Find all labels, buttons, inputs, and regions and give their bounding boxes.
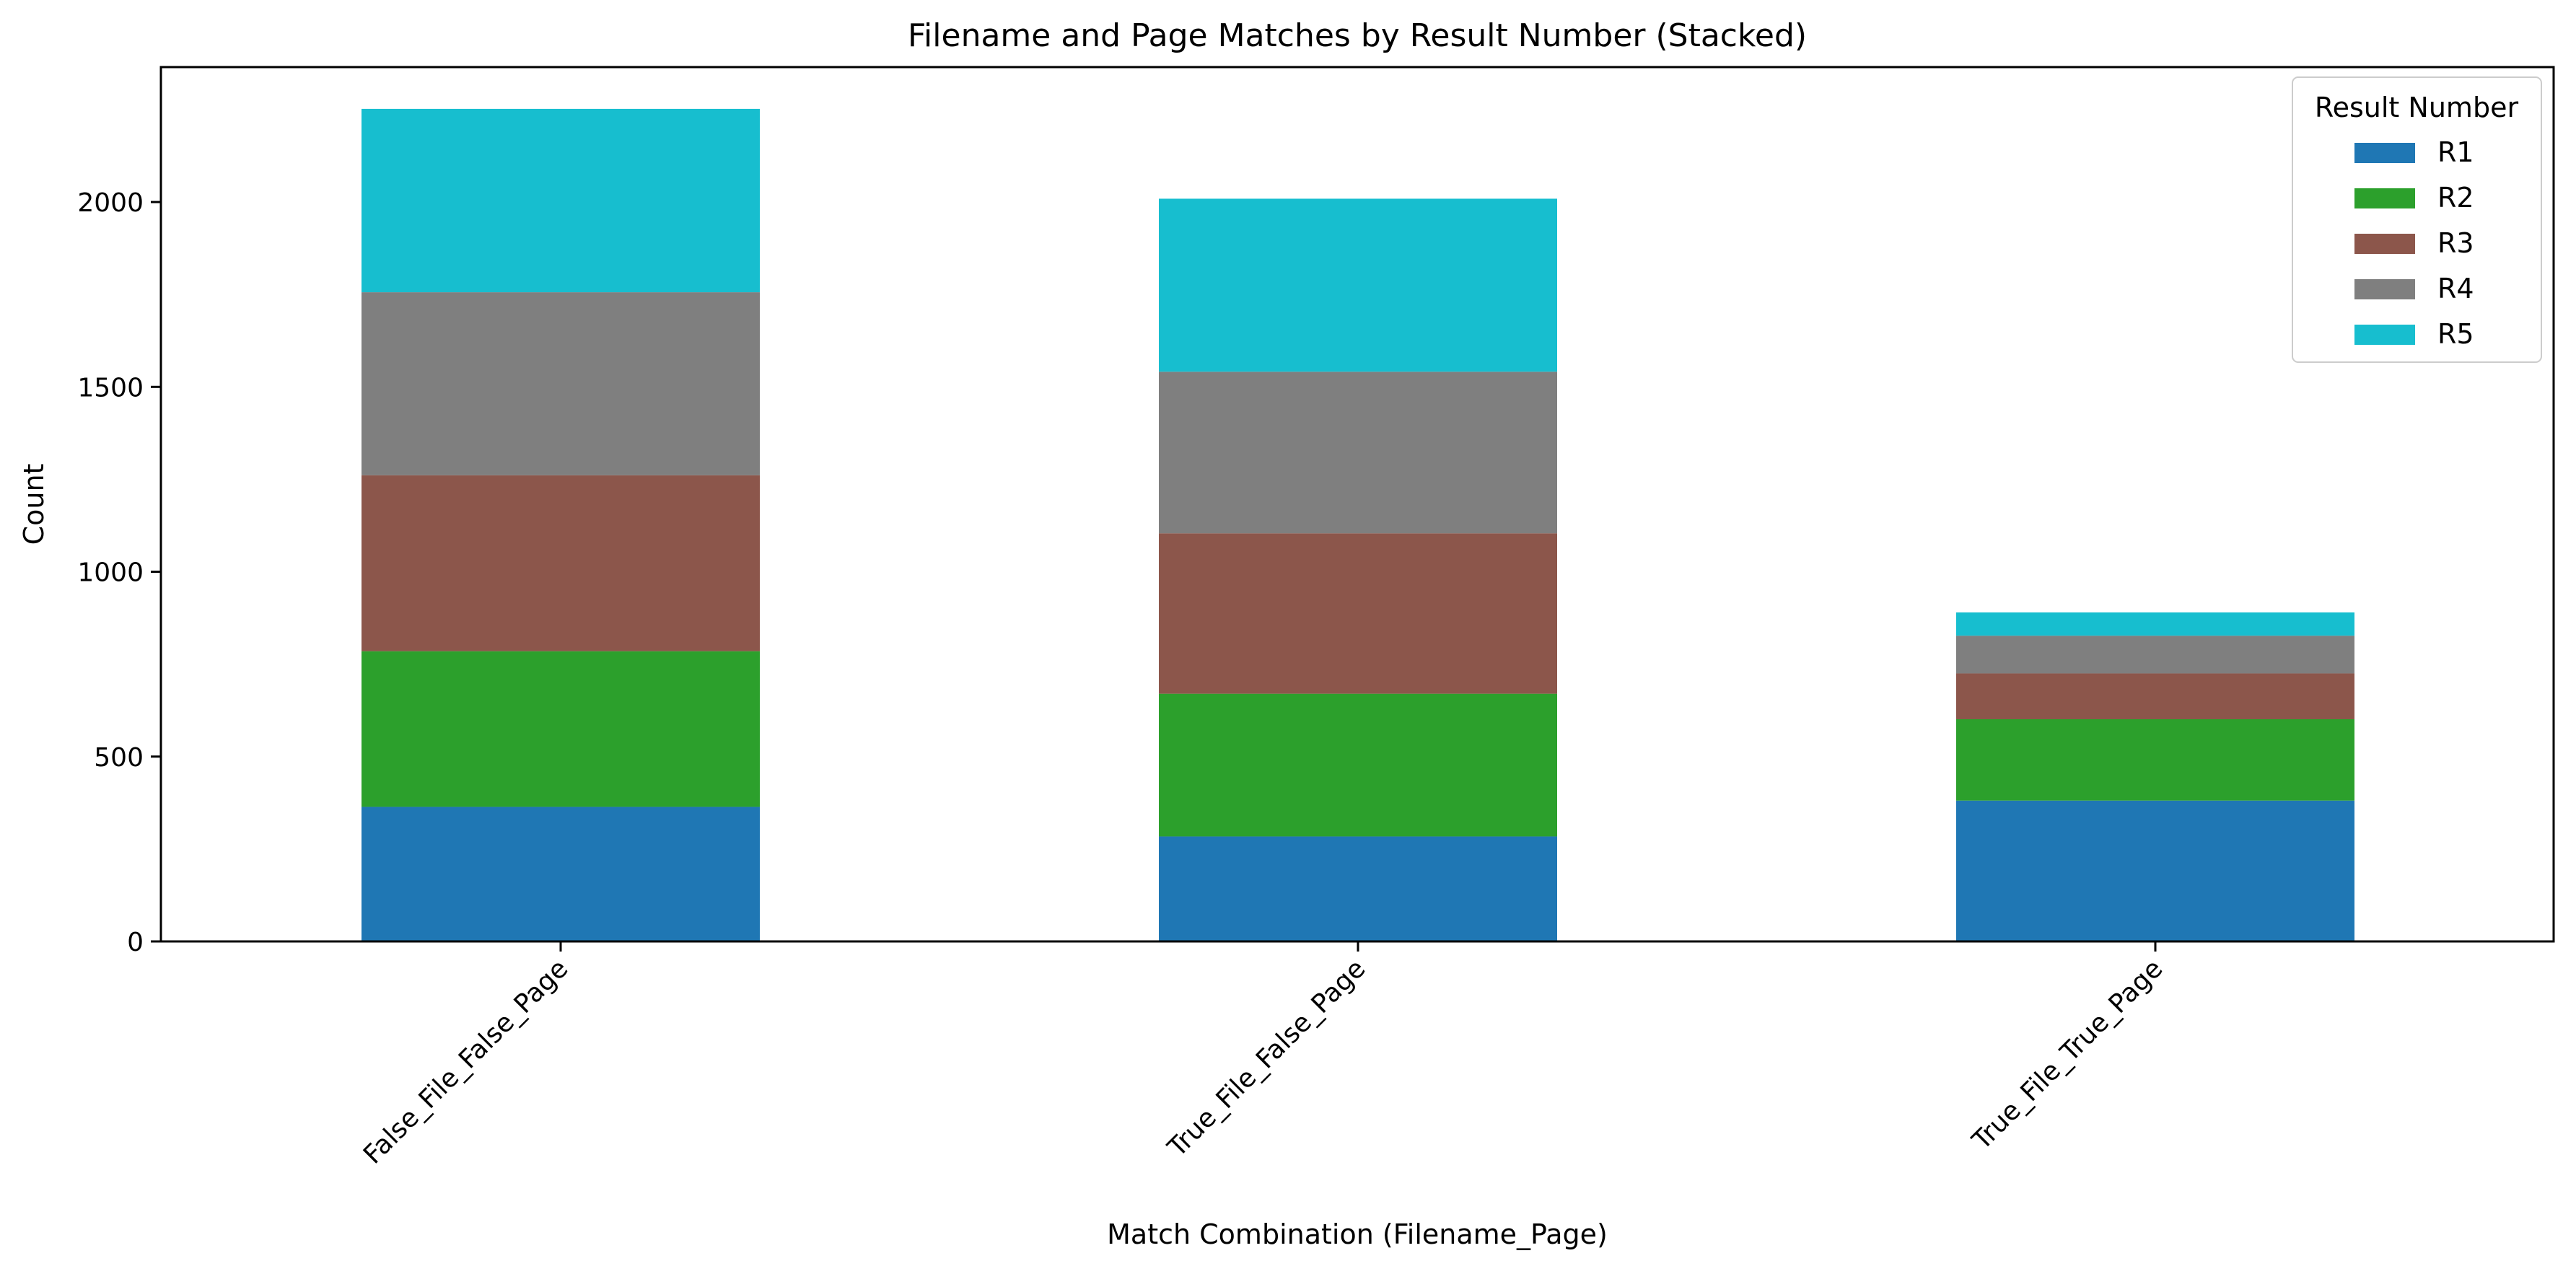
bar-r3-0: [362, 475, 760, 651]
bar-r2-2: [1956, 719, 2354, 801]
legend: Result Number R1 R2 R3 R4 R5: [2292, 76, 2542, 363]
y-tick-label: 1500: [77, 373, 144, 403]
bar-r5-1: [1159, 198, 1557, 372]
bar-r4-1: [1159, 372, 1557, 534]
bar-r2-1: [1159, 693, 1557, 837]
x-axis: False_File_False_Page True_File_False_Pag…: [358, 941, 2168, 1170]
y-tick-label: 2000: [77, 188, 144, 218]
bar-r4-2: [1956, 636, 2354, 674]
legend-label-r4: R4: [2437, 273, 2474, 304]
legend-swatch-r3: [2354, 234, 2415, 254]
bar-r1-0: [362, 807, 760, 941]
bar-r1-2: [1956, 800, 2354, 941]
bar-r5-2: [1956, 612, 2354, 636]
legend-label-r3: R3: [2437, 227, 2474, 259]
y-tick-label: 1000: [77, 558, 144, 588]
y-tick-label: 0: [127, 928, 144, 957]
bar-r3-1: [1159, 533, 1557, 694]
x-axis-label: Match Combination (Filename_Page): [1107, 1218, 1608, 1250]
y-tick-label: 500: [94, 743, 144, 773]
bar-r2-0: [362, 651, 760, 807]
y-axis-label: Count: [18, 464, 50, 545]
bar-r4-0: [362, 292, 760, 475]
legend-swatch-r2: [2354, 188, 2415, 208]
legend-swatch-r4: [2354, 279, 2415, 299]
legend-label-r5: R5: [2437, 318, 2474, 350]
bars-group: [362, 108, 2354, 941]
chart-title: Filename and Page Matches by Result Numb…: [908, 17, 1807, 54]
legend-title: Result Number: [2315, 92, 2519, 123]
x-tick-label: True_File_True_Page: [1966, 954, 2168, 1156]
legend-swatch-r1: [2354, 143, 2415, 163]
legend-swatch-r5: [2354, 325, 2415, 345]
bar-r3-2: [1956, 673, 2354, 720]
y-axis: 0 500 1000 1500 2000: [77, 188, 161, 957]
legend-items: R1 R2 R3 R4 R5: [2354, 136, 2474, 350]
x-tick-label: False_File_False_Page: [358, 954, 574, 1169]
bar-r5-0: [362, 108, 760, 293]
x-tick-label: True_File_False_Page: [1162, 954, 1371, 1163]
legend-label-r2: R2: [2437, 182, 2474, 214]
bar-r1-1: [1159, 836, 1557, 941]
legend-label-r1: R1: [2437, 136, 2474, 168]
